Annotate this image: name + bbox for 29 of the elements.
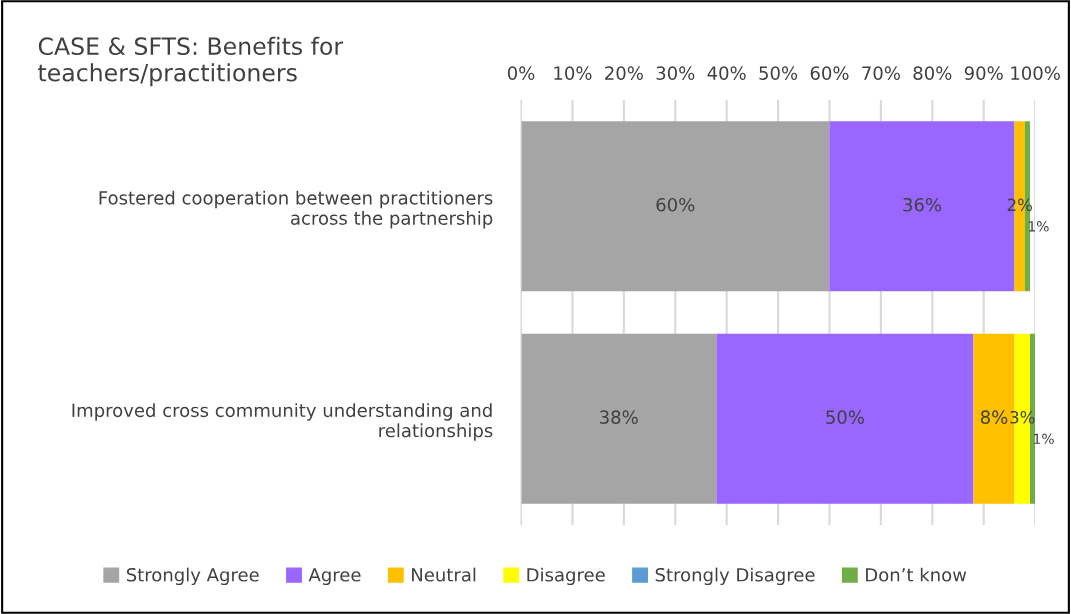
data-label: 36% [903,197,942,212]
legend-label: Agree [308,568,361,586]
x-tick-label: 50% [759,66,798,80]
text: CASE & SFTS: Benefits for teachers/practitioners [38,36,344,87]
x-tick-label: 80% [913,66,952,80]
legend-label: Strongly Disagree [655,567,815,586]
bar [521,121,830,292]
data-label: 2% [1007,198,1032,212]
x-tick-label: 90% [964,66,1003,80]
data-label: 8% [980,410,1008,424]
legend-label: Disagree [527,567,605,586]
x-tick-label: 0% [507,66,535,80]
x-tick-label: 100% [1011,66,1060,80]
x-tick-label: 30% [656,66,695,80]
x-tick-label: 60% [810,66,849,80]
x-tick-label: 20% [605,66,643,80]
y-tick-label: Fostered cooperation between practitioners across the partnership [99,190,493,229]
data-label: 38% [600,410,638,424]
x-tick-label: 40% [707,66,746,80]
x-tick-label: 10% [554,66,592,80]
data-label: 60% [656,197,695,212]
legend-label: Neutral [412,567,476,582]
bar [716,333,974,504]
x-tick-label: 70% [862,66,900,80]
legend-label: Don’t know [866,567,967,582]
legend-label: Strongly Agree [126,567,259,586]
data-label: 50% [826,410,864,424]
y-tick-label: Improved cross community understanding and relationships [72,403,493,441]
bar [521,333,717,504]
